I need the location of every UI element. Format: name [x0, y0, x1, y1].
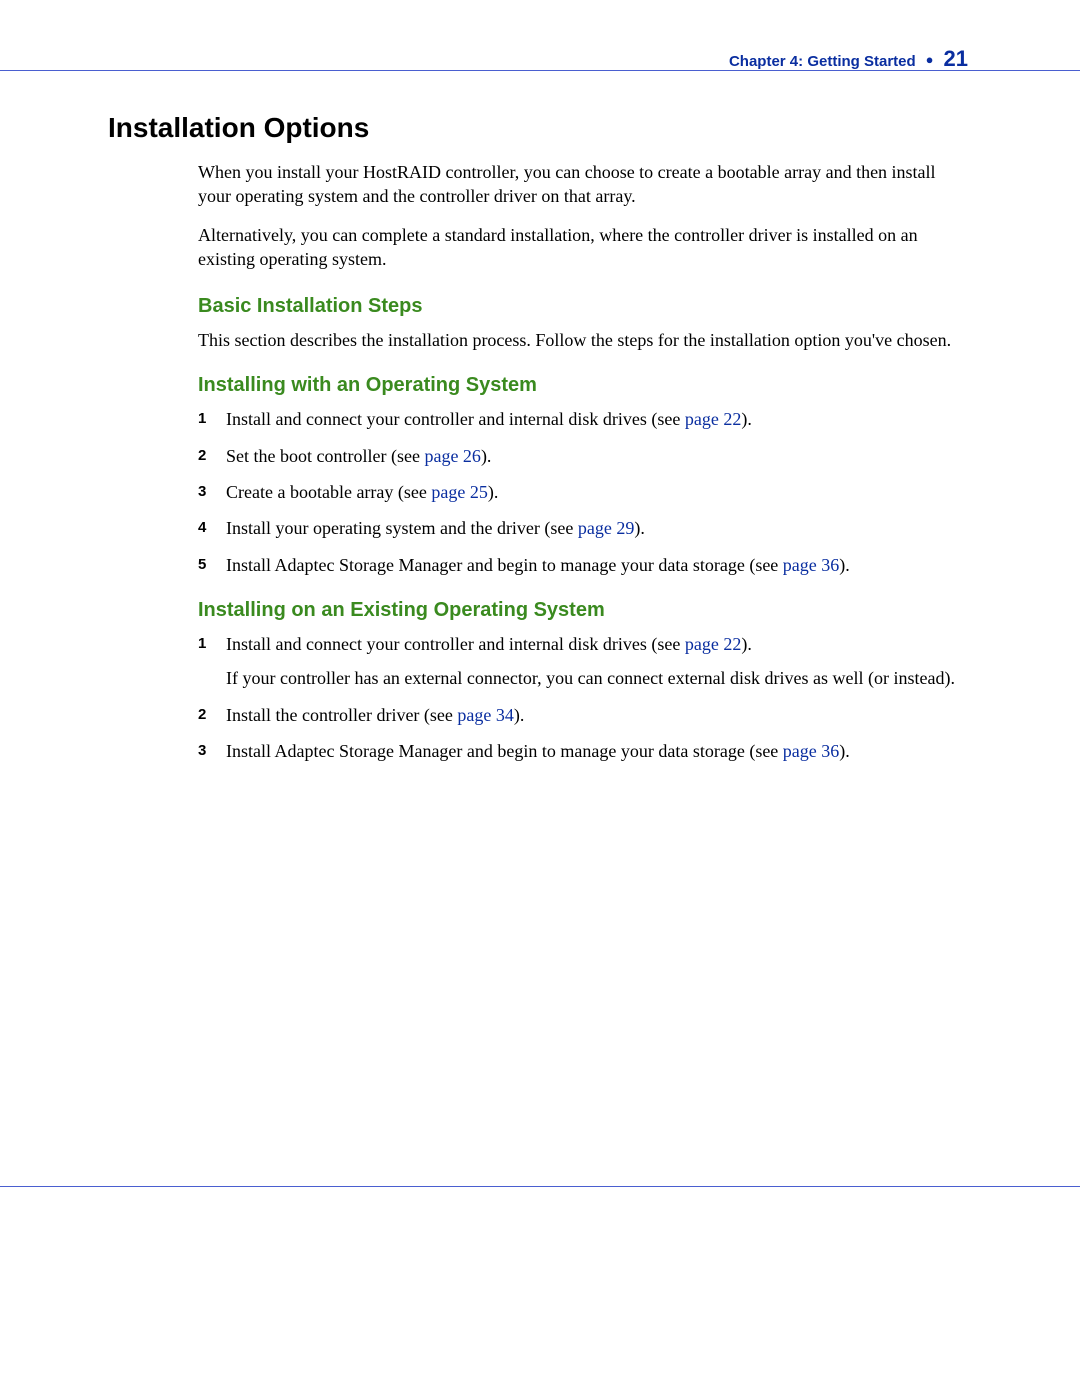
step-text-post: ).	[839, 555, 850, 575]
step-text-post: ).	[741, 634, 752, 654]
page-link[interactable]: page 36	[783, 555, 839, 575]
page-title: Installation Options	[108, 112, 972, 144]
section-basic-para: This section describes the installation …	[198, 328, 972, 352]
page-link[interactable]: page 22	[685, 409, 741, 429]
running-header: Chapter 4: Getting Started ● 21	[729, 46, 968, 72]
step-item: Install Adaptec Storage Manager and begi…	[198, 553, 972, 577]
page-link[interactable]: page 29	[578, 518, 634, 538]
step-item: Install Adaptec Storage Manager and begi…	[198, 739, 972, 763]
step-text-post: ).	[741, 409, 752, 429]
step-item: Set the boot controller (see page 26).	[198, 444, 972, 468]
step-text: Install your operating system and the dr…	[226, 518, 578, 538]
step-item: Create a bootable array (see page 25).	[198, 480, 972, 504]
page: Chapter 4: Getting Started ● 21 Installa…	[0, 0, 1080, 1397]
step-text: Install Adaptec Storage Manager and begi…	[226, 555, 783, 575]
page-link[interactable]: page 22	[685, 634, 741, 654]
step-item: Install and connect your controller and …	[198, 632, 972, 691]
section-with-os-title: Installing with an Operating System	[198, 374, 972, 397]
step-text-post: ).	[514, 705, 525, 725]
content: Installation Options When you install yo…	[108, 112, 972, 775]
header-rule	[0, 70, 1080, 71]
section-basic-title: Basic Installation Steps	[198, 295, 972, 318]
chapter-label: Chapter 4: Getting Started	[729, 53, 916, 70]
step-text: Set the boot controller (see	[226, 446, 424, 466]
step-sub-para: If your controller has an external conne…	[226, 666, 972, 690]
existing-os-steps: Install and connect your controller and …	[198, 632, 972, 763]
step-text: Create a bootable array (see	[226, 482, 431, 502]
with-os-steps: Install and connect your controller and …	[198, 407, 972, 576]
section-existing-os-title: Installing on an Existing Operating Syst…	[198, 599, 972, 622]
step-text-post: ).	[839, 741, 850, 761]
page-number: 21	[944, 46, 968, 72]
step-text: Install the controller driver (see	[226, 705, 457, 725]
step-text-post: ).	[481, 446, 492, 466]
step-text: Install and connect your controller and …	[226, 634, 685, 654]
step-text-post: ).	[634, 518, 645, 538]
page-link[interactable]: page 34	[457, 705, 513, 725]
intro-para-1: When you install your HostRAID controlle…	[198, 160, 972, 209]
step-text: Install Adaptec Storage Manager and begi…	[226, 741, 783, 761]
intro-para-2: Alternatively, you can complete a standa…	[198, 223, 972, 272]
bullet-icon: ●	[926, 52, 934, 67]
step-item: Install and connect your controller and …	[198, 407, 972, 431]
step-text: Install and connect your controller and …	[226, 409, 685, 429]
page-link[interactable]: page 36	[783, 741, 839, 761]
page-link[interactable]: page 26	[424, 446, 480, 466]
body: When you install your HostRAID controlle…	[198, 160, 972, 763]
step-text-post: ).	[488, 482, 499, 502]
step-item: Install the controller driver (see page …	[198, 703, 972, 727]
footer-rule	[0, 1186, 1080, 1187]
step-item: Install your operating system and the dr…	[198, 516, 972, 540]
page-link[interactable]: page 25	[431, 482, 487, 502]
